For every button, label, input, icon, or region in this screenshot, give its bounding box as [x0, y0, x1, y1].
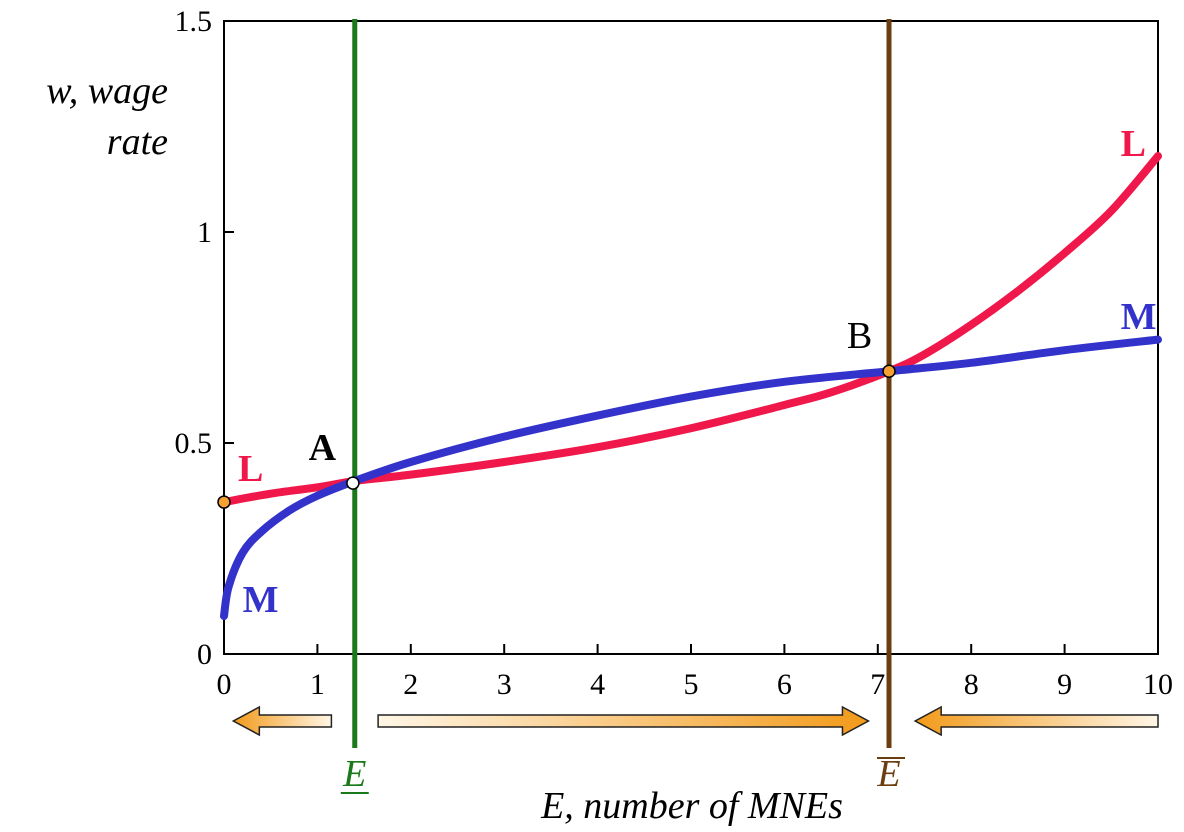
series-labels: L M L M — [238, 123, 1157, 621]
y-tick-label: 0 — [197, 638, 212, 671]
series-label-M: M — [243, 579, 279, 621]
y-axis-label-line2: rate — [107, 121, 168, 163]
plot-border — [223, 20, 1159, 655]
y-tick-label: 1 — [197, 216, 212, 249]
series-line-M — [220, 335, 1162, 621]
marked-points: AB — [217, 315, 896, 509]
direction-arrows — [231, 705, 1159, 737]
x-tick-label: 1 — [310, 668, 325, 701]
x-tick-label: 6 — [777, 668, 792, 701]
arrow-left — [913, 705, 1159, 737]
vline-label-E-upper: E — [876, 753, 900, 795]
series-label-L: L — [238, 448, 263, 490]
series-line-L — [220, 152, 1162, 507]
y-axis-ticks: 0 0.5 1 1.5 — [175, 5, 234, 671]
x-tick-label: 4 — [590, 668, 605, 701]
plot-frame — [223, 20, 1159, 655]
vline-label-E-lower: E — [342, 753, 366, 795]
x-tick-label: 10 — [1143, 668, 1173, 701]
x-axis-label: E, number of MNEs — [540, 785, 843, 827]
x-tick-label: 2 — [403, 668, 418, 701]
series-label-M: M — [1121, 296, 1157, 338]
arrow-right — [377, 705, 871, 737]
point-marker — [217, 495, 231, 509]
point-label-A: A — [309, 427, 337, 469]
y-axis-label-line1: w, wage — [46, 70, 168, 112]
arrow-left — [231, 705, 333, 737]
x-tick-label: 5 — [684, 668, 699, 701]
x-tick-label: 3 — [497, 668, 512, 701]
series-lines — [220, 152, 1162, 621]
x-tick-label: 9 — [1057, 668, 1072, 701]
y-tick-label: 0.5 — [175, 427, 213, 460]
series-label-L: L — [1121, 123, 1146, 165]
x-tick-label: 0 — [217, 668, 232, 701]
x-axis-ticks: 0 1 2 3 4 5 6 7 8 9 10 — [217, 644, 1173, 701]
y-tick-label: 1.5 — [175, 5, 213, 38]
point-label-B: B — [847, 315, 872, 357]
point-marker-A — [346, 476, 360, 490]
x-tick-label: 8 — [964, 668, 979, 701]
point-marker-B — [882, 364, 896, 379]
x-tick-label: 7 — [870, 668, 885, 701]
